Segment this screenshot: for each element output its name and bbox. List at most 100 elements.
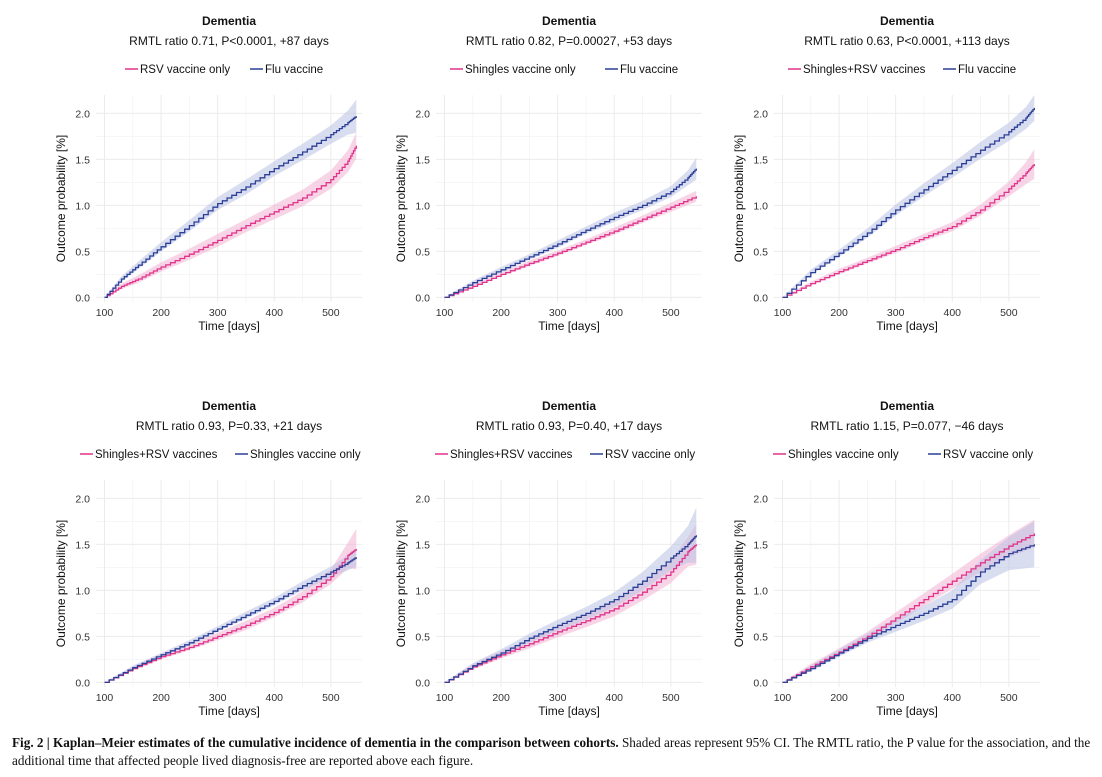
y-axis-title: Outcome probability [%] <box>394 135 408 262</box>
y-tick-label: 0.5 <box>415 246 430 258</box>
y-tick-label: 1.0 <box>415 585 430 597</box>
y-tick-label: 0.0 <box>753 292 768 304</box>
x-tick-label: 200 <box>492 692 510 704</box>
legend-label: Flu vaccine <box>620 64 678 76</box>
x-tick-label: 300 <box>887 307 905 319</box>
x-tick-label: 100 <box>436 307 454 319</box>
x-tick-label: 400 <box>944 692 962 704</box>
chart-subtitle: RMTL ratio 1.15, P=0.077, −46 days <box>810 419 1003 433</box>
x-tick-label: 500 <box>1000 692 1018 704</box>
x-tick-label: 400 <box>606 307 624 319</box>
x-tick-label: 100 <box>96 307 114 319</box>
x-axis-title: Time [days] <box>876 704 938 718</box>
chart-title: Dementia <box>202 399 256 413</box>
legend-label: RSV vaccine only <box>943 449 1033 461</box>
legend-label: Shingles vaccine only <box>465 64 576 76</box>
y-tick-label: 0.5 <box>75 246 90 258</box>
legend-label: Shingles vaccine only <box>788 449 899 461</box>
y-tick-label: 1.0 <box>75 200 90 212</box>
x-tick-label: 300 <box>549 692 567 704</box>
legend-label: RSV vaccine only <box>605 449 695 461</box>
y-tick-label: 0.5 <box>415 631 430 643</box>
y-tick-label: 1.0 <box>75 585 90 597</box>
x-tick-label: 300 <box>209 307 227 319</box>
y-tick-label: 1.5 <box>415 539 430 551</box>
legend-label: Shingles+RSV vaccines <box>450 449 573 461</box>
x-axis-title: Time [days] <box>538 704 600 718</box>
y-axis-title: Outcome probability [%] <box>54 135 68 262</box>
y-tick-label: 0.5 <box>753 246 768 258</box>
x-tick-label: 500 <box>662 692 680 704</box>
km-line-2 <box>105 116 357 297</box>
y-tick-label: 2.0 <box>75 108 90 120</box>
y-tick-label: 1.0 <box>753 200 768 212</box>
chart-title: Dementia <box>542 14 596 28</box>
chart-subtitle: RMTL ratio 0.82, P=0.00027, +53 days <box>466 34 672 48</box>
x-tick-label: 400 <box>944 307 962 319</box>
x-tick-label: 200 <box>492 307 510 319</box>
y-tick-label: 2.0 <box>75 493 90 505</box>
legend-label: Shingles+RSV vaccines <box>95 449 218 461</box>
y-tick-label: 1.5 <box>75 539 90 551</box>
y-tick-label: 0.5 <box>753 631 768 643</box>
chart-panel-4: 100 200 300 400 500 0.0 0.5 1.0 1.5 2.0 Time [days… <box>54 399 362 718</box>
x-tick-label: 300 <box>549 307 567 319</box>
y-tick-label: 2.0 <box>415 493 430 505</box>
y-tick-label: 0.0 <box>753 677 768 689</box>
x-axis-title: Time [days] <box>876 319 938 333</box>
x-tick-label: 500 <box>322 307 340 319</box>
x-tick-label: 100 <box>436 692 454 704</box>
y-tick-label: 1.5 <box>753 539 768 551</box>
ci-band-2 <box>445 508 697 683</box>
y-axis-title: Outcome probability [%] <box>54 520 68 647</box>
chart-title: Dementia <box>880 399 934 413</box>
chart-title: Dementia <box>880 14 934 28</box>
x-tick-label: 200 <box>152 692 170 704</box>
chart-subtitle: RMTL ratio 0.63, P<0.0001, +113 days <box>804 34 1009 48</box>
x-axis-title: Time [days] <box>538 319 600 333</box>
x-tick-label: 100 <box>96 692 114 704</box>
y-axis-title: Outcome probability [%] <box>732 135 746 262</box>
x-tick-label: 200 <box>830 692 848 704</box>
y-tick-label: 1.5 <box>415 154 430 166</box>
ci-band-2 <box>445 158 697 298</box>
chart-subtitle: RMTL ratio 0.93, P=0.40, +17 days <box>476 419 662 433</box>
km-line-1 <box>783 164 1035 297</box>
ci-band-1 <box>783 149 1035 297</box>
y-tick-label: 2.0 <box>753 493 768 505</box>
chart-title: Dementia <box>202 14 256 28</box>
chart-panel-5: 100 200 300 400 500 0.0 0.5 1.0 1.5 2.0 Time [days… <box>394 399 702 718</box>
legend-label: Flu vaccine <box>265 64 323 76</box>
x-tick-label: 200 <box>152 307 170 319</box>
y-axis-title: Outcome probability [%] <box>394 520 408 647</box>
ci-band-1 <box>445 191 697 298</box>
x-tick-label: 300 <box>887 692 905 704</box>
x-tick-label: 300 <box>209 692 227 704</box>
legend-label: Shingles vaccine only <box>250 449 361 461</box>
x-tick-label: 500 <box>322 692 340 704</box>
ci-band-2 <box>105 548 357 682</box>
figure-caption: Fig. 2 | Kaplan–Meier estimates of the c… <box>12 734 1094 770</box>
chart-subtitle: RMTL ratio 0.71, P<0.0001, +87 days <box>129 34 329 48</box>
y-tick-label: 0.0 <box>415 292 430 304</box>
kaplan-meier-figure: 100 200 300 400 500 0.0 0.5 1.0 1.5 2.0 Time [days… <box>0 0 1102 777</box>
x-tick-label: 400 <box>266 307 284 319</box>
legend-label: Flu vaccine <box>958 64 1016 76</box>
chart-panel-3: 100 200 300 400 500 0.0 0.5 1.0 1.5 2.0 Time [days… <box>732 14 1040 333</box>
km-line-2 <box>445 169 697 298</box>
y-tick-label: 0.0 <box>415 677 430 689</box>
y-tick-label: 0.0 <box>75 677 90 689</box>
y-tick-label: 1.5 <box>753 154 768 166</box>
x-tick-label: 400 <box>606 692 624 704</box>
legend-label: RSV vaccine only <box>140 64 230 76</box>
caption-bold: Fig. 2 | Kaplan–Meier estimates of the c… <box>12 735 619 750</box>
y-tick-label: 0.5 <box>75 631 90 643</box>
chart-subtitle: RMTL ratio 0.93, P=0.33, +21 days <box>136 419 322 433</box>
x-axis-title: Time [days] <box>198 704 260 718</box>
chart-panel-2: 100 200 300 400 500 0.0 0.5 1.0 1.5 2.0 Time [days… <box>394 14 702 333</box>
y-tick-label: 1.0 <box>753 585 768 597</box>
ci-band-1 <box>105 133 357 298</box>
chart-panel-6: 100 200 300 400 500 0.0 0.5 1.0 1.5 2.0 Time [days… <box>732 399 1040 718</box>
x-tick-label: 500 <box>662 307 680 319</box>
y-tick-label: 2.0 <box>415 108 430 120</box>
